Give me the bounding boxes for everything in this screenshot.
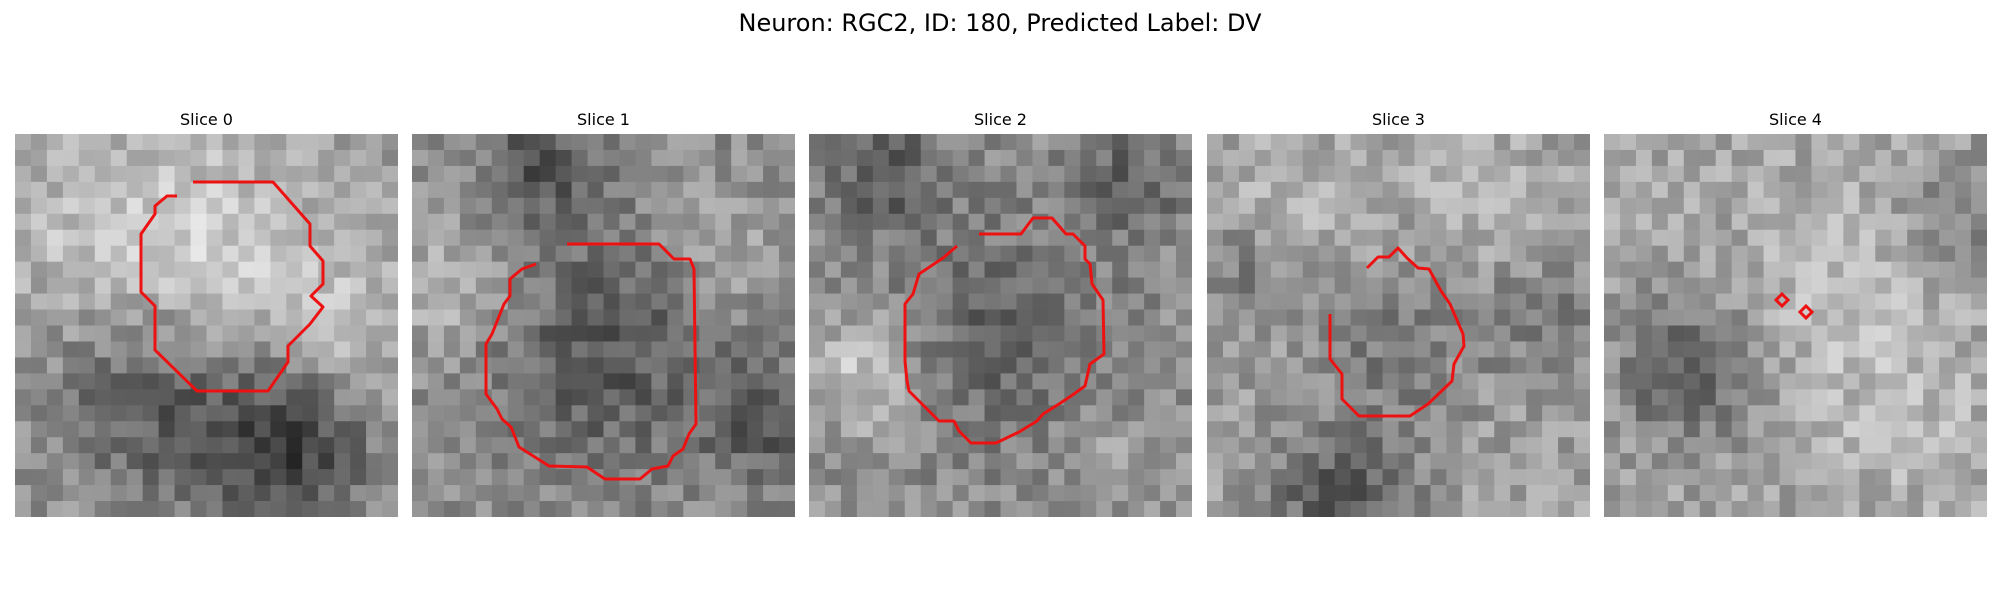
roi-contour-small	[1773, 291, 1791, 309]
slice-image-2	[809, 134, 1192, 517]
slice-image-0	[15, 134, 398, 517]
figure-title: Neuron: RGC2, ID: 180, Predicted Label: …	[738, 9, 1262, 37]
slice-image-4	[1604, 134, 1987, 517]
slice-title-1: Slice 1	[577, 110, 630, 129]
slice-panel-1: Slice 1	[412, 109, 795, 528]
slice-image-3	[1207, 134, 1590, 517]
roi-contour	[903, 216, 1106, 445]
roi-contour-small	[1797, 303, 1815, 321]
slice-panel-4: Slice 4	[1604, 109, 1987, 528]
slice-panel-3: Slice 3	[1207, 109, 1590, 528]
roi-contour	[484, 242, 698, 481]
slice-title-3: Slice 3	[1372, 110, 1425, 129]
roi-contour	[1328, 246, 1466, 418]
slice-image-1	[412, 134, 795, 517]
slice-title-2: Slice 2	[974, 110, 1027, 129]
roi-contour	[139, 180, 325, 393]
slice-panel-2: Slice 2	[809, 109, 1192, 528]
slice-title-4: Slice 4	[1769, 110, 1822, 129]
slice-panel-0: Slice 0	[15, 109, 398, 528]
slice-title-0: Slice 0	[180, 110, 233, 129]
